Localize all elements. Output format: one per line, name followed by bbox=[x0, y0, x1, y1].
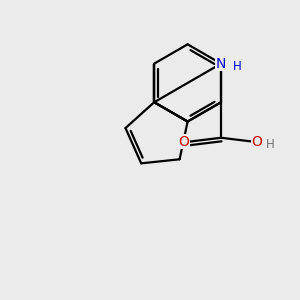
Text: H: H bbox=[266, 138, 275, 152]
Text: N: N bbox=[216, 57, 226, 70]
Text: H: H bbox=[232, 60, 241, 73]
Text: O: O bbox=[251, 135, 262, 148]
Text: O: O bbox=[178, 135, 189, 148]
